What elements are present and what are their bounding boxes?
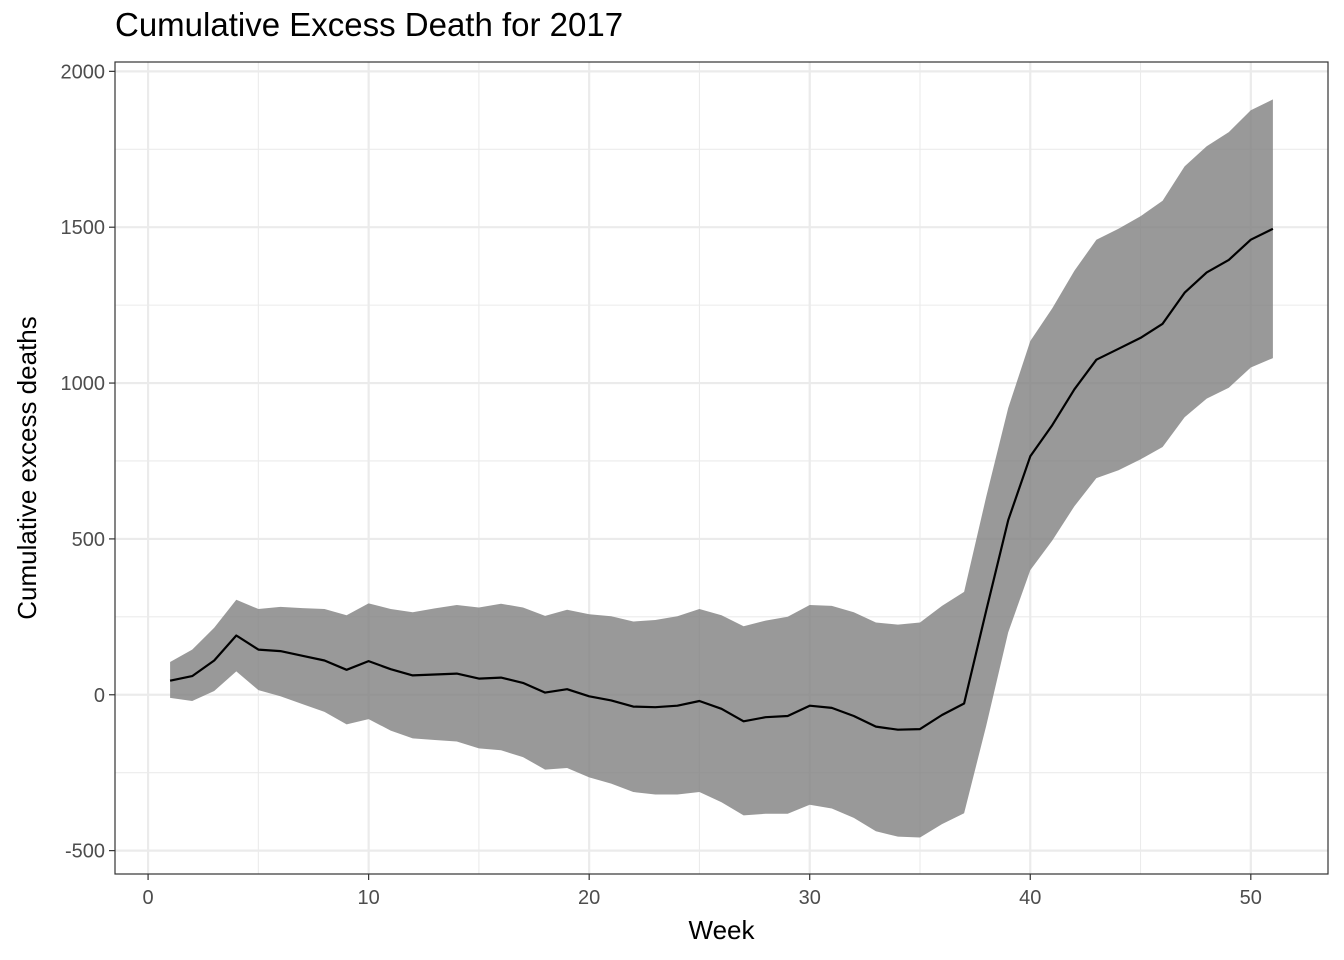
y-axis-title: Cumulative excess deaths bbox=[12, 316, 42, 619]
y-tick-label: -500 bbox=[65, 841, 105, 863]
y-tick-label: 1500 bbox=[61, 217, 106, 239]
confidence-ribbon bbox=[170, 99, 1273, 838]
x-axis: 0 10 20 30 40 50 bbox=[143, 874, 1262, 909]
y-tick-label: 500 bbox=[72, 529, 105, 551]
y-axis: -500 0 500 1000 1500 2000 bbox=[61, 61, 115, 863]
x-axis-title: Week bbox=[689, 915, 756, 945]
x-tick-label: 20 bbox=[578, 887, 600, 909]
chart-title: Cumulative Excess Death for 2017 bbox=[115, 6, 624, 43]
x-tick-label: 30 bbox=[799, 887, 821, 909]
panel-border bbox=[114, 61, 1329, 875]
y-tick-label: 1000 bbox=[61, 373, 106, 395]
x-tick-label: 10 bbox=[358, 887, 380, 909]
y-tick-label: 2000 bbox=[61, 61, 106, 83]
x-tick-label: 50 bbox=[1240, 887, 1262, 909]
x-tick-label: 0 bbox=[143, 887, 154, 909]
excess-deaths-line bbox=[169, 227, 1274, 731]
y-tick-label: 0 bbox=[94, 685, 105, 707]
x-tick-label: 40 bbox=[1019, 887, 1041, 909]
